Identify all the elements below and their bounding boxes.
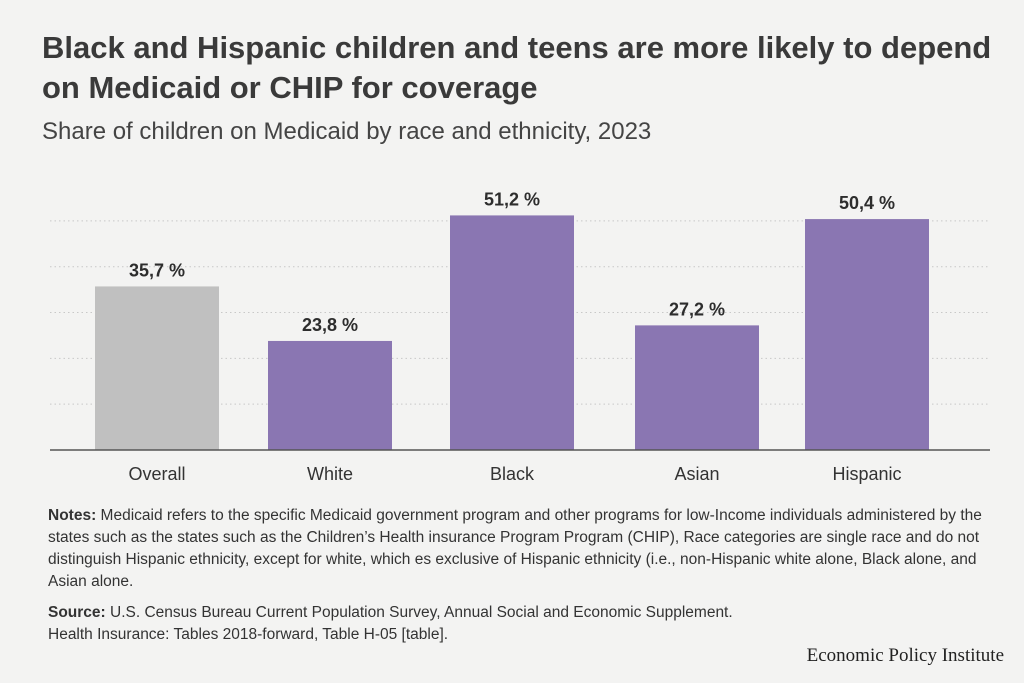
data-label: 27,2 %: [669, 299, 725, 319]
category-label: White: [307, 464, 353, 484]
notes-text: Medicaid refers to the specific Medicaid…: [48, 507, 982, 590]
bar-overall: [95, 286, 219, 450]
bar-white: [268, 340, 392, 450]
data-label: 50,4 %: [839, 193, 895, 213]
notes-label: Notes:: [48, 507, 97, 524]
category-label: Overall: [128, 464, 185, 484]
brand-logo: Economic Policy Institute: [806, 645, 1004, 666]
source-line1: U.S. Census Bureau Current Population Su…: [105, 604, 733, 621]
bar-chart: 35,7 % Overall 23,8 % White 51,2 % Black 27,2 …: [50, 189, 990, 484]
source-line2: Health Insurance: Tables 2018-forward, T…: [48, 626, 449, 643]
bar-hispanic: [805, 219, 929, 450]
data-label: 23,8 %: [302, 315, 358, 335]
chart-subtitle: Share of children on Medicaid by race an…: [42, 118, 652, 145]
category-label: Black: [490, 464, 535, 484]
bar-asian: [635, 325, 759, 450]
category-label: Asian: [674, 464, 719, 484]
data-label: 51,2 %: [484, 189, 540, 209]
source-label: Source:: [48, 604, 106, 621]
chart-title: Black and Hispanic children and teens ar…: [42, 30, 992, 105]
category-label: Hispanic: [832, 464, 901, 484]
data-label: 35,7 %: [129, 260, 185, 280]
bar-black: [450, 215, 574, 450]
notes: Notes: Medicaid refers to the specific M…: [48, 505, 988, 593]
source: Source: U.S. Census Bureau Current Popul…: [48, 602, 848, 646]
